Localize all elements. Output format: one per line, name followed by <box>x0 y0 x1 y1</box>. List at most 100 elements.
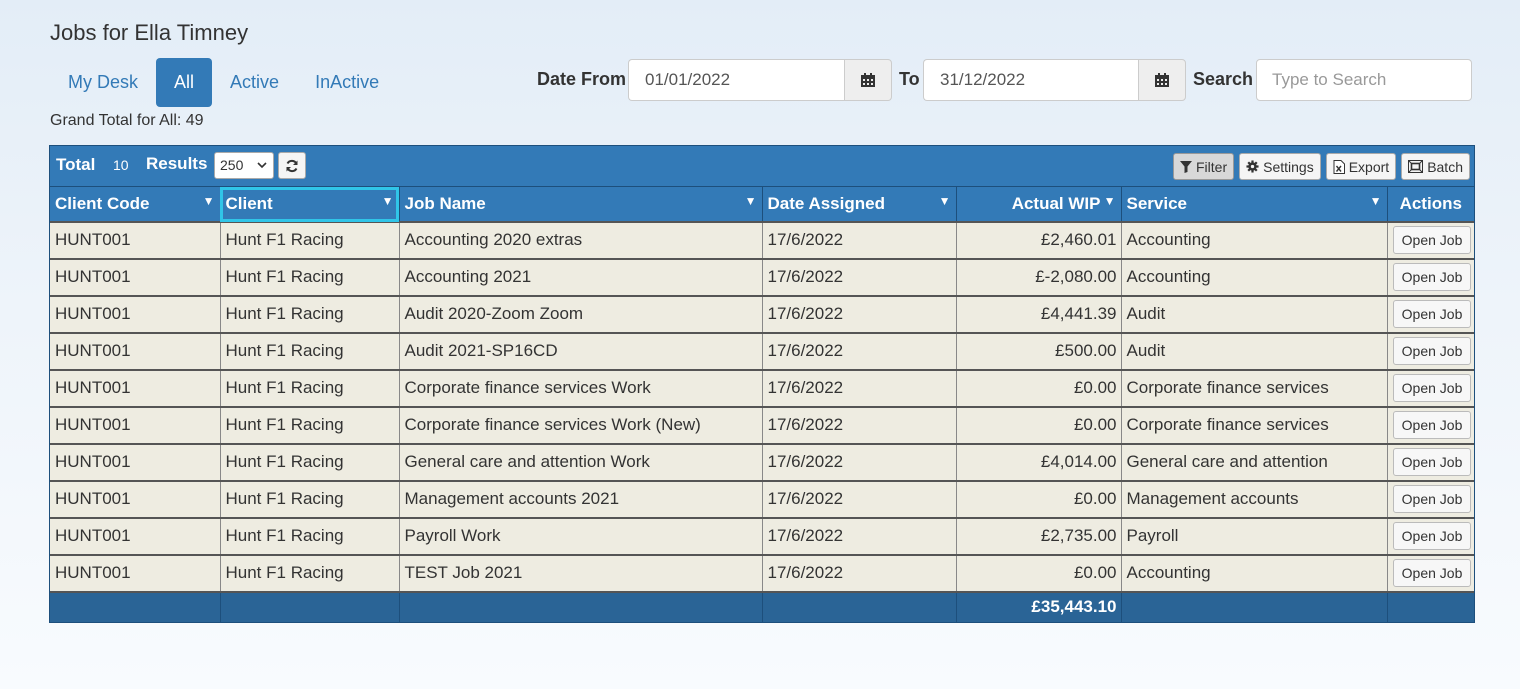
cell-service: Audit <box>1120 294 1387 333</box>
column-header-actual-wip[interactable]: Actual WIP ▼ <box>955 186 1121 222</box>
cell-actions: Open Job <box>1386 553 1474 592</box>
table-row[interactable]: HUNT001 Hunt F1 Racing Management accounts… <box>50 479 1474 518</box>
cell-date-assigned: 17/6/2022 <box>761 516 956 555</box>
chevron-down-icon <box>257 154 267 184</box>
column-menu-icon[interactable]: ▼ <box>938 194 951 208</box>
cell-actions: Open Job <box>1386 442 1474 481</box>
cell-client: Hunt F1 Racing <box>219 220 399 259</box>
cell-actions: Open Job <box>1386 479 1474 518</box>
cell-job-name: Management accounts 2021 <box>398 479 762 518</box>
cell-client: Hunt F1 Racing <box>219 331 399 370</box>
tab-my-desk[interactable]: My Desk <box>68 72 139 92</box>
search-input[interactable] <box>1256 59 1472 101</box>
wip-grand-total: £35,443.10 <box>955 590 1121 622</box>
column-header-date-assigned[interactable]: Date Assigned ▼ <box>761 186 956 222</box>
filter-button-label: Filter <box>1196 158 1228 175</box>
open-job-button[interactable]: Open Job <box>1393 559 1471 587</box>
column-header-service[interactable]: Service ▼ <box>1120 186 1387 222</box>
settings-button[interactable]: Settings <box>1239 153 1321 180</box>
filter-button[interactable]: Filter <box>1173 153 1235 180</box>
cell-job-name: Audit 2021-SP16CD <box>398 331 762 370</box>
cell-job-name: Accounting 2020 extras <box>398 220 762 259</box>
cell-actions: Open Job <box>1386 368 1474 407</box>
cell-actions: Open Job <box>1386 331 1474 370</box>
calendar-icon <box>861 73 875 87</box>
cell-job-name: Corporate finance services Work (New) <box>398 405 762 444</box>
cell-actual-wip: £2,460.01 <box>955 220 1121 259</box>
date-to-input[interactable]: 31/12/2022 <box>923 59 1139 101</box>
excel-file-icon <box>1333 159 1345 174</box>
table-row[interactable]: HUNT001 Hunt F1 Racing Accounting 2020 ext… <box>50 220 1474 259</box>
date-to-calendar-button[interactable] <box>1138 59 1186 101</box>
jobs-grid: Total 10 Results 250 Fil <box>49 145 1475 623</box>
cell-actions: Open Job <box>1386 516 1474 555</box>
cell-job-name: Audit 2020-Zoom Zoom <box>398 294 762 333</box>
cell-service: Accounting <box>1120 553 1387 592</box>
column-menu-icon[interactable]: ▼ <box>202 194 215 208</box>
column-header-client[interactable]: Client ▼ <box>219 186 399 222</box>
date-from-input[interactable]: 01/01/2022 <box>628 59 845 101</box>
column-menu-icon[interactable]: ▼ <box>1103 194 1116 208</box>
open-job-button[interactable]: Open Job <box>1393 263 1471 291</box>
table-row[interactable]: HUNT001 Hunt F1 Racing Accounting 2021 17/6… <box>50 257 1474 296</box>
table-row[interactable]: HUNT001 Hunt F1 Racing Corporate finance s… <box>50 405 1474 444</box>
cell-service: Payroll <box>1120 516 1387 555</box>
tab-inactive[interactable]: InActive <box>315 72 380 92</box>
cell-date-assigned: 17/6/2022 <box>761 442 956 481</box>
filter-icon <box>1180 160 1192 173</box>
cell-job-name: TEST Job 2021 <box>398 553 762 592</box>
cell-service: General care and attention <box>1120 442 1387 481</box>
tab-active[interactable]: Active <box>230 72 280 92</box>
column-menu-icon[interactable]: ▼ <box>744 194 757 208</box>
grand-total: Grand Total for All: 49 <box>50 112 204 129</box>
cell-client: Hunt F1 Racing <box>219 442 399 481</box>
table-row[interactable]: HUNT001 Hunt F1 Racing Payroll Work 17/6/20… <box>50 516 1474 555</box>
refresh-button[interactable] <box>278 152 306 179</box>
column-header-client-code[interactable]: Client Code ▼ <box>50 186 220 222</box>
cell-client-code: HUNT001 <box>50 257 220 296</box>
table-row[interactable]: HUNT001 Hunt F1 Racing Audit 2021-SP16CD 17… <box>50 331 1474 370</box>
page-size-value: 250 <box>220 157 244 173</box>
open-job-button[interactable]: Open Job <box>1393 485 1471 513</box>
date-from-calendar-button[interactable] <box>844 59 892 101</box>
cell-service: Accounting <box>1120 220 1387 259</box>
open-job-button[interactable]: Open Job <box>1393 374 1471 402</box>
cell-service: Management accounts <box>1120 479 1387 518</box>
open-job-button[interactable]: Open Job <box>1393 337 1471 365</box>
open-job-button[interactable]: Open Job <box>1393 522 1471 550</box>
cell-date-assigned: 17/6/2022 <box>761 553 956 592</box>
page-size-select[interactable]: 250 <box>214 152 274 179</box>
date-to-label: To <box>899 69 920 89</box>
column-header-job-name[interactable]: Job Name ▼ <box>398 186 762 222</box>
batch-button-label: Batch <box>1427 158 1463 175</box>
cell-actual-wip: £4,014.00 <box>955 442 1121 481</box>
open-job-button[interactable]: Open Job <box>1393 226 1471 254</box>
table-row[interactable]: HUNT001 Hunt F1 Racing General care and at… <box>50 442 1474 481</box>
cell-date-assigned: 17/6/2022 <box>761 257 956 296</box>
tab-all[interactable]: All <box>156 58 213 107</box>
search-label: Search <box>1193 69 1254 89</box>
jobs-table: Client Code ▼ Client ▼ Job Name ▼ Date Assi… <box>50 186 1474 622</box>
open-job-button[interactable]: Open Job <box>1393 411 1471 439</box>
results-label: Results <box>146 154 208 173</box>
cell-date-assigned: 17/6/2022 <box>761 479 956 518</box>
batch-button[interactable]: Batch <box>1401 153 1470 180</box>
table-row[interactable]: HUNT001 Hunt F1 Racing TEST Job 2021 17/6/2… <box>50 553 1474 592</box>
refresh-icon <box>286 159 298 172</box>
grid-toolbar: Total 10 Results 250 Fil <box>50 146 1474 186</box>
cell-client: Hunt F1 Racing <box>219 553 399 592</box>
open-job-button[interactable]: Open Job <box>1393 300 1471 328</box>
column-header-actions: Actions <box>1386 186 1474 222</box>
export-button[interactable]: Export <box>1325 153 1397 180</box>
column-menu-icon[interactable]: ▼ <box>381 194 394 208</box>
table-footer-row: £35,443.10 <box>50 590 1474 622</box>
open-job-button[interactable]: Open Job <box>1393 448 1471 476</box>
job-tabs: My Desk All Active InActive <box>50 58 397 107</box>
column-menu-icon[interactable]: ▼ <box>1369 194 1382 208</box>
export-button-label: Export <box>1348 158 1390 175</box>
cell-client-code: HUNT001 <box>50 405 220 444</box>
table-header-row: Client Code ▼ Client ▼ Job Name ▼ Date Assi… <box>50 186 1474 222</box>
table-row[interactable]: HUNT001 Hunt F1 Racing Corporate finance s… <box>50 368 1474 407</box>
table-row[interactable]: HUNT001 Hunt F1 Racing Audit 2020-Zoom Zoo… <box>50 294 1474 333</box>
